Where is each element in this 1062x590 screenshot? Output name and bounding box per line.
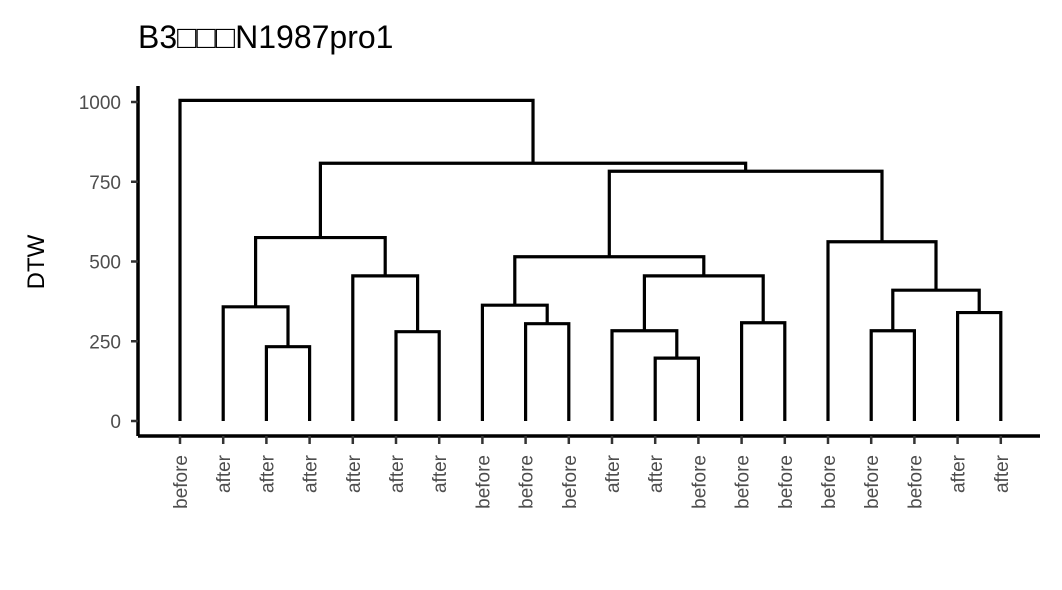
leaf-label: after [646,454,667,493]
y-tick-label: 1000 [79,93,121,114]
leaf-label: before [862,455,883,509]
leaf-label: before [171,455,192,509]
leaf-label: before [560,455,581,509]
dendrogram-link [394,330,441,421]
dendrogram-link [264,345,312,421]
leaf-label: after [387,454,408,493]
y-tick-label: 0 [110,412,121,433]
leaf-label: before [689,455,710,509]
leaf-label: before [733,455,754,509]
leaf-label: after [257,454,278,493]
leaf-label: before [905,455,926,509]
y-tick-label: 250 [89,332,121,353]
leaf-label: after [430,454,451,493]
leaf-label: after [301,454,322,493]
dendrogram-link [524,322,571,421]
dendrogram-link [891,288,981,331]
x-axis [138,434,1040,444]
dendrogram-link [607,169,884,257]
leaf-label: before [819,455,840,509]
dendrogram-link [956,310,1003,421]
leaf-label: after [214,454,235,493]
dendrogram-link [318,161,748,238]
leaf-label: after [949,454,970,493]
dendrogram-link [221,305,290,421]
leaf-label: after [603,454,624,493]
dendrogram-link [740,321,787,421]
leaf-label: before [473,455,494,509]
leaf-label: after [344,454,365,493]
dendrogram-link [869,329,916,421]
dendrogram-link [513,255,706,306]
dendrogram-link [178,98,535,421]
leaf-label: after [992,454,1013,493]
y-tick-label: 750 [89,173,121,194]
y-tick-label: 500 [89,253,121,274]
leaf-labels: before after after after after after after befo… [171,454,1013,509]
dendrogram-tree [178,98,1003,421]
leaf-label: before [776,455,797,509]
dendrogram-link [351,274,420,421]
chart-title: B3□□□N1987pro1 [138,19,393,55]
dendrogram-link [254,235,387,307]
dendrogram-link [653,356,700,421]
leaf-label: before [517,455,538,509]
y-axis-label: DTW [23,234,50,289]
dendrogram-link [610,329,679,421]
y-axis: 0 250 500 750 1000 [79,86,140,436]
